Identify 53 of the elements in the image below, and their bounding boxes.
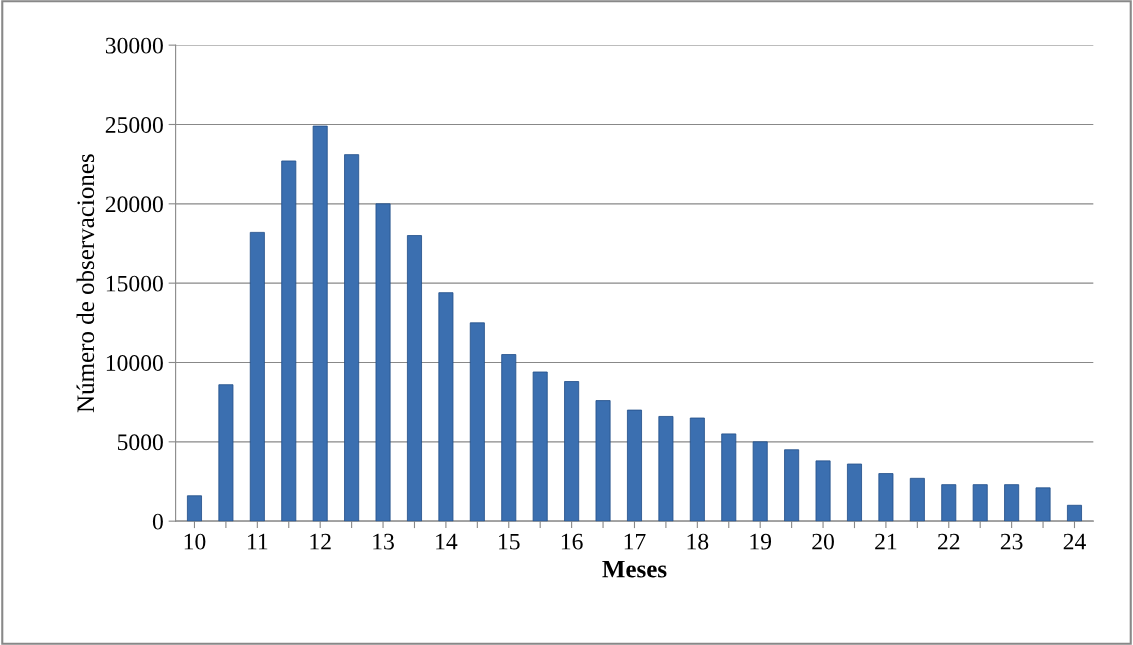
bar (249, 231, 265, 522)
bar (564, 381, 580, 522)
bar (626, 409, 642, 522)
bar (941, 484, 957, 522)
bar (1067, 504, 1082, 522)
x-tick-label: 22 (938, 533, 960, 550)
x-tick-label: 19 (750, 533, 772, 550)
x-tick-label: 14 (436, 533, 458, 550)
bar (1004, 484, 1020, 522)
bar (972, 484, 988, 522)
bar (1035, 487, 1051, 522)
bar (878, 473, 894, 522)
bar (281, 160, 297, 522)
bar (721, 433, 737, 522)
bar (595, 400, 611, 522)
x-tick-label: 20 (812, 533, 834, 550)
y-tick-label: 0 (152, 513, 163, 530)
bar (186, 495, 202, 522)
x-tick-label: 23 (1000, 533, 1023, 550)
bar (752, 441, 768, 522)
bar (784, 449, 800, 522)
x-tick-label: 24 (1063, 533, 1086, 550)
x-tick-label: 12 (310, 533, 331, 550)
x-tick-label: 11 (248, 533, 268, 550)
bar (406, 235, 422, 522)
x-tick-label: 17 (624, 533, 646, 550)
x-tick-label: 18 (687, 533, 709, 550)
x-tick-label: 10 (184, 533, 206, 550)
x-tick-label: 15 (499, 533, 520, 550)
bar (218, 384, 234, 522)
bar (469, 322, 485, 522)
bar (846, 463, 862, 522)
x-tick-label: 21 (875, 533, 897, 550)
bar (344, 154, 360, 522)
y-tick-label: 20000 (105, 196, 163, 213)
y-tick-label: 30000 (105, 37, 163, 54)
x-axis-title: Meses (602, 560, 667, 578)
bar (375, 203, 391, 522)
bar (438, 292, 454, 522)
y-tick-label: 25000 (105, 116, 163, 133)
bar (501, 354, 517, 522)
bar (689, 417, 705, 522)
x-tick-label: 16 (561, 533, 583, 550)
bar (658, 416, 674, 522)
y-tick-label: 5000 (117, 434, 163, 451)
bar (532, 371, 548, 522)
x-tick-label: 13 (373, 533, 394, 550)
y-tick-label: 10000 (106, 354, 163, 371)
bar (312, 125, 328, 522)
bar (909, 477, 925, 522)
bar (815, 460, 831, 522)
y-tick-label: 15000 (106, 275, 163, 292)
y-axis-title: Número de observaciones (76, 154, 95, 413)
